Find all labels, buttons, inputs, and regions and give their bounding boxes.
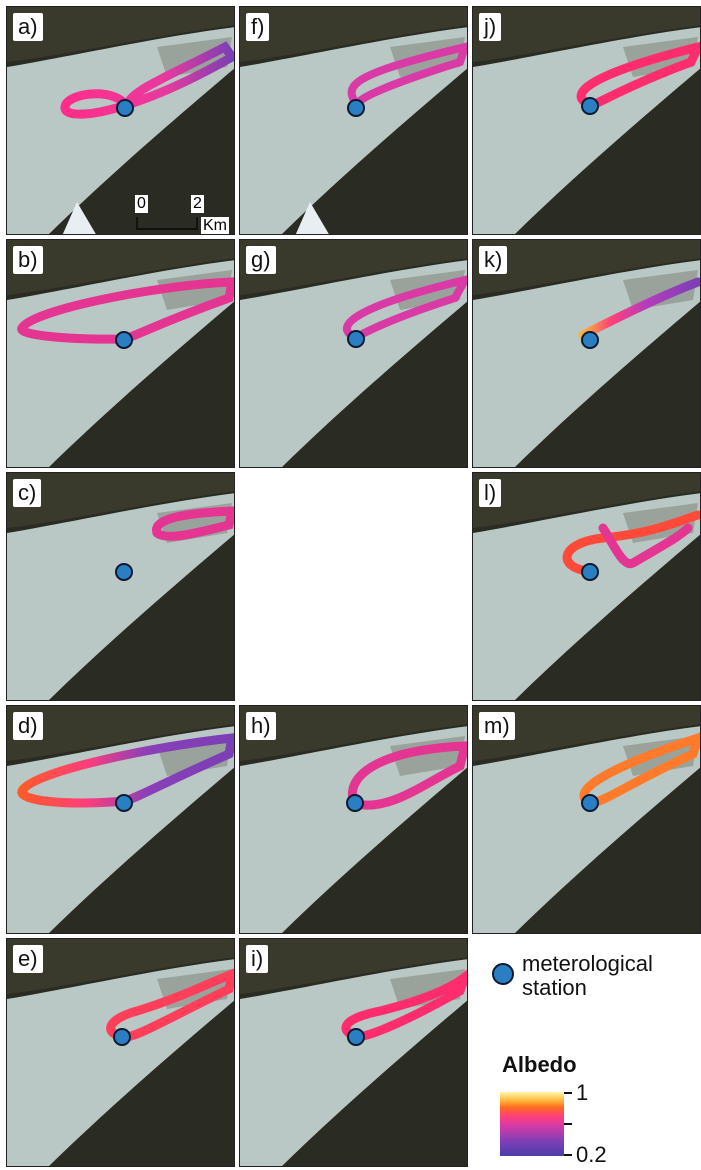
panel-label: m) — [479, 712, 515, 740]
map-j — [473, 7, 700, 234]
panel-label: e) — [13, 945, 43, 973]
colorbar-min-label: 0.2 — [576, 1142, 607, 1167]
scale-unit: Km — [201, 217, 229, 234]
panel-label: h) — [246, 712, 276, 740]
map-i — [240, 939, 467, 1166]
scale-end: 2 — [191, 195, 204, 213]
panel-label: a) — [13, 13, 43, 41]
map-g — [240, 240, 467, 467]
map-panel-a: a) 0 2 Km — [6, 6, 235, 235]
map-f — [240, 7, 467, 234]
panel-label: b) — [13, 246, 43, 274]
panel-label: g) — [246, 246, 276, 274]
map-a — [7, 7, 234, 234]
scale-start: 0 — [135, 195, 148, 213]
map-b — [7, 240, 234, 467]
map-h — [240, 706, 467, 933]
map-l — [473, 473, 700, 700]
map-panel-g: g) — [239, 239, 468, 468]
tick-mid — [564, 1123, 572, 1125]
albedo-title: Albedo — [502, 1052, 577, 1077]
albedo-colorbar — [500, 1092, 564, 1156]
station-label: meterological station — [522, 951, 653, 1000]
panel-label: j) — [479, 13, 502, 41]
map-panel-m: m) — [472, 705, 701, 934]
station-marker-icon — [492, 963, 514, 985]
map-d — [7, 706, 234, 933]
map-panel-b: b) — [6, 239, 235, 468]
map-panel-f: f) — [239, 6, 468, 235]
colorbar-max-label: 1 — [576, 1080, 589, 1105]
map-panel-k: k) — [472, 239, 701, 468]
legend: meterological station Albedo 1 0.2 — [472, 940, 701, 1170]
map-panel-e: e) — [6, 938, 235, 1167]
map-e — [7, 939, 234, 1166]
tick-top — [564, 1092, 572, 1094]
panel-label: l) — [479, 479, 502, 507]
panel-label: d) — [13, 712, 43, 740]
map-c — [7, 473, 234, 700]
map-panel-i: i) — [239, 938, 468, 1167]
empty-panel — [239, 472, 468, 701]
map-panel-l: l) — [472, 472, 701, 701]
panel-label: c) — [13, 479, 42, 507]
panel-label: i) — [246, 945, 269, 973]
map-m — [473, 706, 700, 933]
map-k — [473, 240, 700, 467]
panel-label: k) — [479, 246, 508, 274]
map-panel-j: j) — [472, 6, 701, 235]
scale-bar — [136, 217, 198, 230]
map-panel-d: d) — [6, 705, 235, 934]
map-panel-h: h) — [239, 705, 468, 934]
panel-label: f) — [246, 13, 270, 41]
map-panel-c: c) — [6, 472, 235, 701]
tick-bottom — [564, 1154, 572, 1156]
